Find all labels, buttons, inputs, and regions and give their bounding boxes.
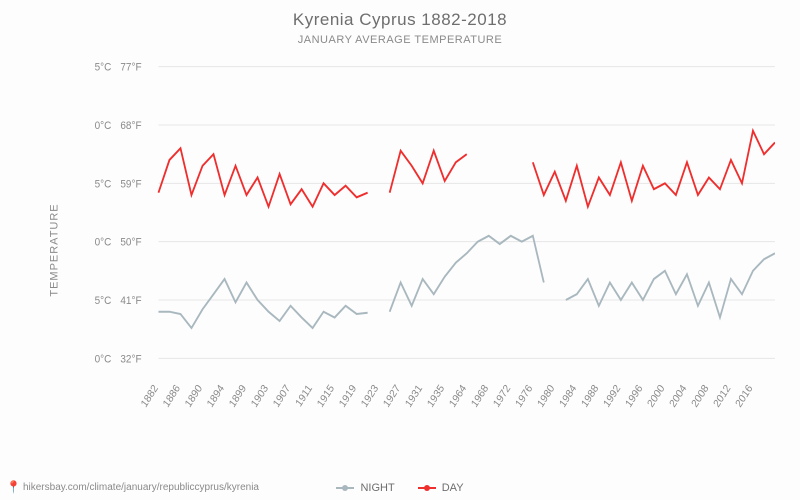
map-pin-icon: 📍 <box>6 480 21 494</box>
svg-text:41°F: 41°F <box>120 296 141 308</box>
legend-night: NIGHT <box>336 482 394 494</box>
svg-text:25°C: 25°C <box>95 62 112 74</box>
svg-text:1894: 1894 <box>206 383 227 410</box>
series-lines <box>158 131 775 328</box>
svg-text:2012: 2012 <box>712 383 733 410</box>
x-ticks: 1882188618901894189919031907191119151919… <box>140 383 756 410</box>
svg-text:1988: 1988 <box>580 383 601 410</box>
svg-text:77°F: 77°F <box>120 62 141 74</box>
svg-text:1915: 1915 <box>316 383 337 410</box>
svg-text:1882: 1882 <box>140 383 161 410</box>
svg-text:1886: 1886 <box>162 383 183 410</box>
svg-text:1996: 1996 <box>624 383 645 410</box>
svg-text:50°F: 50°F <box>120 237 141 249</box>
svg-text:1980: 1980 <box>536 383 557 410</box>
svg-text:10°C: 10°C <box>95 237 112 249</box>
plot-area: 0°C 5°C 10°C 15°C 20°C 25°C 32°F 41°F 50°F 59°F 6… <box>95 55 775 425</box>
svg-text:2008: 2008 <box>690 383 711 410</box>
svg-text:0°C: 0°C <box>95 354 112 366</box>
svg-text:59°F: 59°F <box>120 179 141 191</box>
svg-text:2004: 2004 <box>668 383 689 410</box>
climate-chart: Kyrenia Cyprus 1882-2018 JANUARY AVERAGE… <box>0 0 800 500</box>
svg-text:15°C: 15°C <box>95 179 112 191</box>
legend-day: DAY <box>418 482 464 494</box>
svg-text:1919: 1919 <box>338 383 359 410</box>
y-ticks-celsius: 0°C 5°C 10°C 15°C 20°C 25°C <box>95 62 112 365</box>
svg-text:1931: 1931 <box>404 383 425 410</box>
chart-title: Kyrenia Cyprus 1882-2018 <box>0 10 800 30</box>
svg-text:1935: 1935 <box>426 383 447 410</box>
svg-text:1976: 1976 <box>514 383 535 410</box>
svg-text:1923: 1923 <box>360 383 381 410</box>
svg-text:1984: 1984 <box>558 383 579 410</box>
svg-text:5°C: 5°C <box>95 296 112 308</box>
svg-text:1907: 1907 <box>272 383 293 410</box>
svg-text:20°C: 20°C <box>95 121 112 133</box>
svg-text:1992: 1992 <box>602 383 623 410</box>
svg-text:1903: 1903 <box>250 383 271 410</box>
gridlines <box>158 67 775 359</box>
legend-day-label: DAY <box>442 482 464 494</box>
y-axis-label: TEMPERATURE <box>49 203 61 296</box>
svg-text:2016: 2016 <box>734 383 755 410</box>
svg-text:1927: 1927 <box>382 383 403 410</box>
svg-text:1890: 1890 <box>184 383 205 410</box>
svg-text:68°F: 68°F <box>120 121 141 133</box>
svg-text:2000: 2000 <box>646 383 667 410</box>
legend-day-swatch <box>418 487 436 489</box>
legend-night-label: NIGHT <box>360 482 394 494</box>
chart-subtitle: JANUARY AVERAGE TEMPERATURE <box>0 34 800 46</box>
svg-text:1968: 1968 <box>470 383 491 410</box>
svg-text:32°F: 32°F <box>120 354 141 366</box>
y-ticks-fahrenheit: 32°F 41°F 50°F 59°F 68°F 77°F <box>120 62 141 365</box>
svg-text:1972: 1972 <box>492 383 513 410</box>
svg-text:1911: 1911 <box>294 383 315 409</box>
svg-text:1899: 1899 <box>228 383 249 410</box>
attribution-text: hikersbay.com/climate/january/republiccy… <box>23 482 259 493</box>
svg-text:1964: 1964 <box>448 383 469 410</box>
attribution: 📍 hikersbay.com/climate/january/republic… <box>6 480 259 494</box>
legend-night-swatch <box>336 487 354 489</box>
